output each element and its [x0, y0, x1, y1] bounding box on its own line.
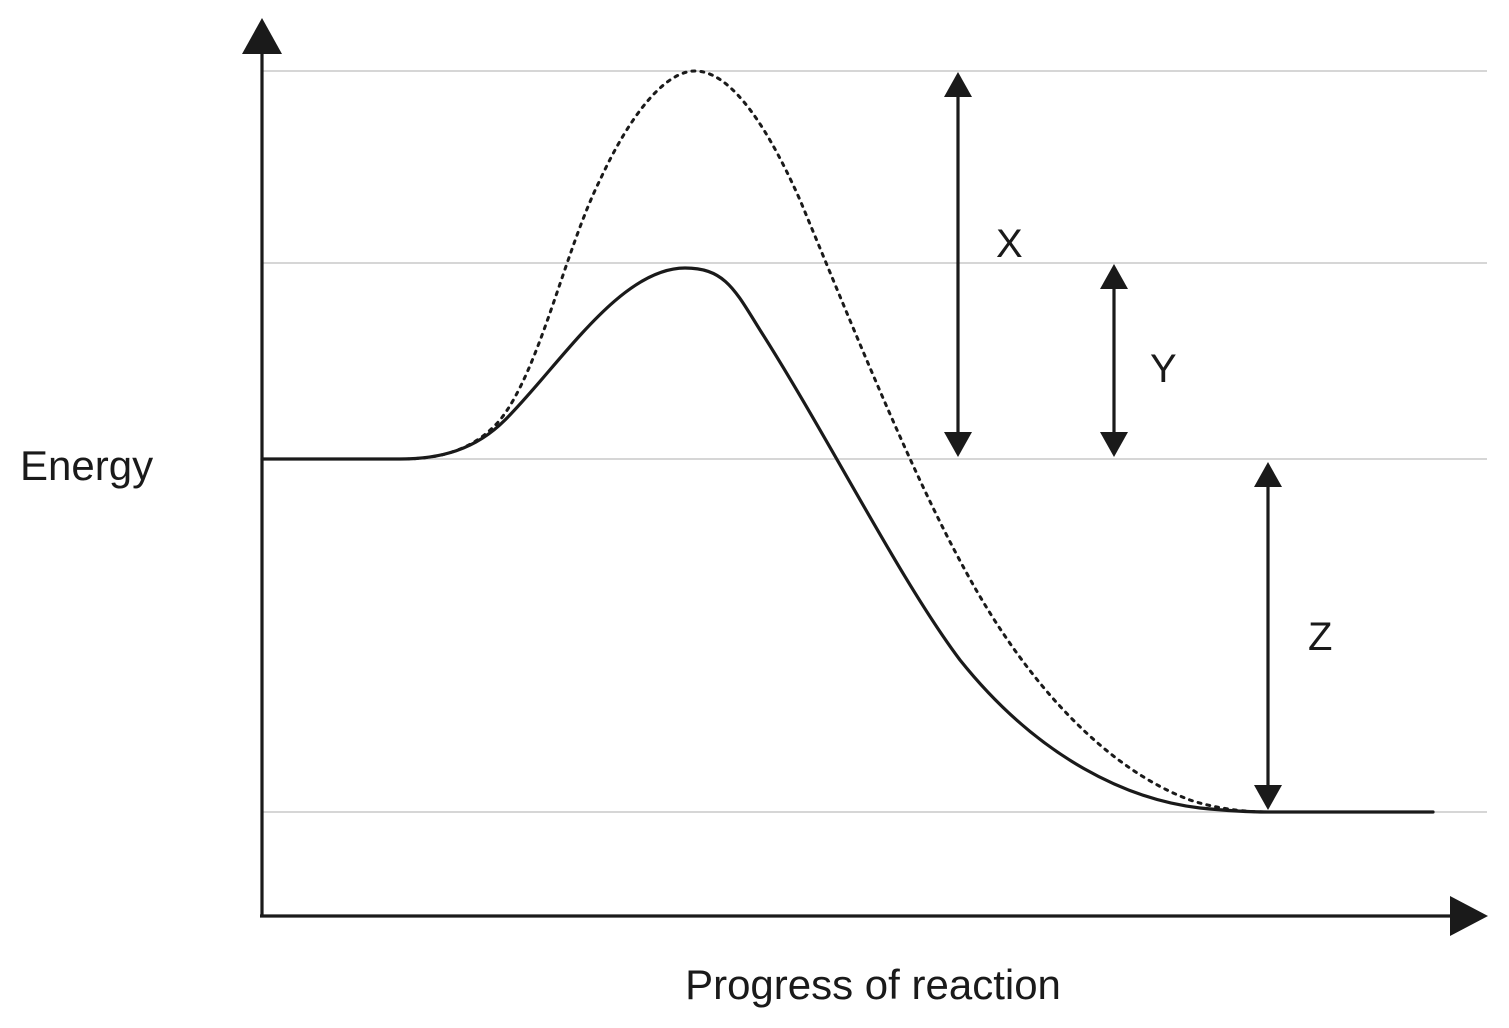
marker-label-x: X: [996, 222, 1023, 266]
y-axis-arrowhead: [242, 18, 282, 54]
y-axis-label: Energy: [20, 442, 153, 489]
z-dimension-top-arrowhead: [1254, 462, 1282, 487]
uncatalysed-energy-curve: [260, 69, 1435, 814]
catalysed-energy-curve: [260, 266, 1435, 814]
y-dimension-top-arrowhead: [1100, 264, 1128, 289]
marker-label-y: Y: [1150, 347, 1177, 391]
x-axis-arrowhead: [1450, 896, 1488, 936]
x-dimension-top-arrowhead: [944, 72, 972, 97]
marker-label-z: Z: [1308, 615, 1332, 659]
x-axis-label: Progress of reaction: [685, 961, 1061, 1008]
y-dimension-bottom-arrowhead: [1100, 432, 1128, 457]
x-dimension-bottom-arrowhead: [944, 432, 972, 457]
z-dimension-bottom-arrowhead: [1254, 785, 1282, 810]
